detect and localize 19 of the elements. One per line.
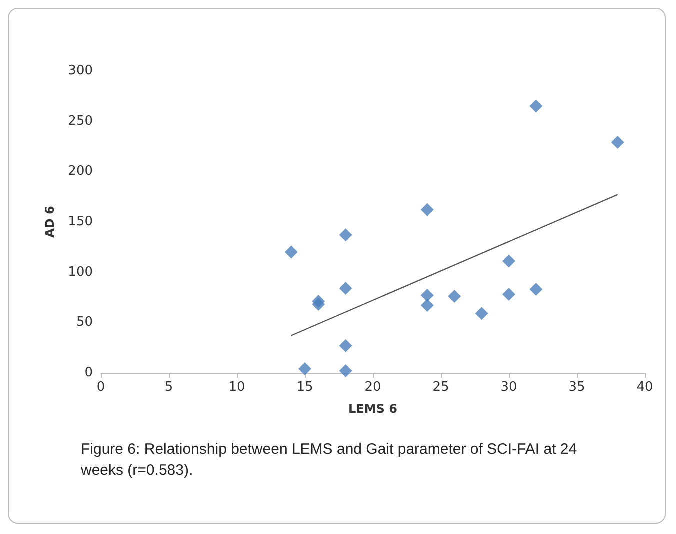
- y-tick-label: 0: [84, 366, 93, 380]
- x-tick-label: 35: [568, 380, 586, 395]
- x-tick-label: 15: [296, 380, 314, 395]
- x-tick-label: 10: [228, 380, 246, 395]
- x-tick-label: 0: [96, 380, 106, 395]
- y-tick-label: 300: [68, 64, 93, 78]
- caption: Figure 6: Relationship between LEMS and Gait parameter of SCI-FAI at 24 weeks (r=0.583).: [80, 441, 582, 479]
- x-tick-label: 5: [164, 380, 174, 395]
- x-tick-label: 30: [500, 380, 518, 395]
- y-tick-label: 50: [76, 315, 93, 330]
- y-tick-label: 200: [68, 164, 93, 180]
- x-tick-label: 25: [432, 380, 450, 395]
- x-tick-label: 40: [636, 380, 654, 395]
- x-axis-title: LEMS 6: [348, 402, 398, 416]
- y-tick-label: 250: [68, 114, 93, 129]
- x-tick-label: 20: [364, 380, 382, 395]
- y-axis-title: AD 6: [43, 206, 57, 238]
- y-tick-label: 100: [68, 264, 93, 280]
- y-tick-label: 150: [68, 214, 93, 230]
